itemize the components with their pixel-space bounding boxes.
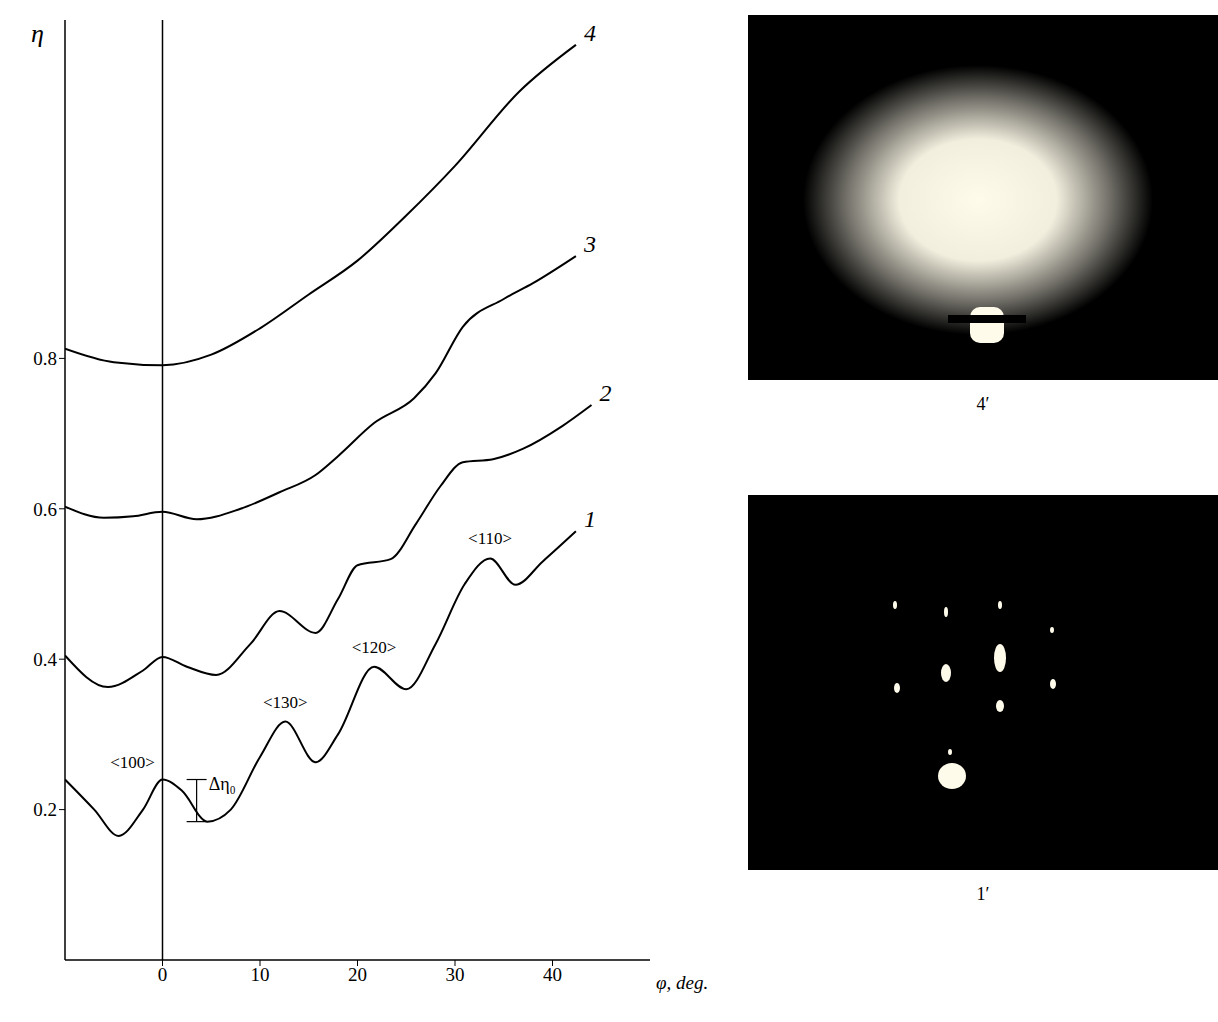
svg-text:1: 1 (584, 506, 596, 532)
svg-text:20: 20 (348, 964, 367, 985)
html-text:4′: 4′ (976, 394, 990, 414)
svg-text:<100>: <100> (110, 753, 155, 772)
svg-text:40: 40 (543, 964, 562, 985)
svg-text:<110>: <110> (468, 529, 512, 548)
svg-text:3: 3 (583, 231, 596, 257)
svg-text:0: 0 (158, 964, 168, 985)
svg-text:2: 2 (600, 380, 612, 406)
svg-text:0.6: 0.6 (33, 499, 57, 520)
svg-text:φ, deg.: φ, deg. (656, 972, 708, 993)
svg-text:0.2: 0.2 (33, 799, 57, 820)
svg-text:<120>: <120> (352, 638, 397, 657)
svg-text:10: 10 (251, 964, 270, 985)
svg-text:<130>: <130> (263, 693, 308, 712)
svg-text:Δη₀: Δη₀ (209, 774, 236, 794)
svg-text:0.8: 0.8 (33, 348, 57, 369)
html-text:1′: 1′ (976, 884, 990, 904)
svg-text:0.4: 0.4 (33, 649, 57, 670)
svg-text:4: 4 (584, 20, 596, 46)
svg-text:30: 30 (446, 964, 465, 985)
svg-text:η: η (31, 19, 44, 48)
